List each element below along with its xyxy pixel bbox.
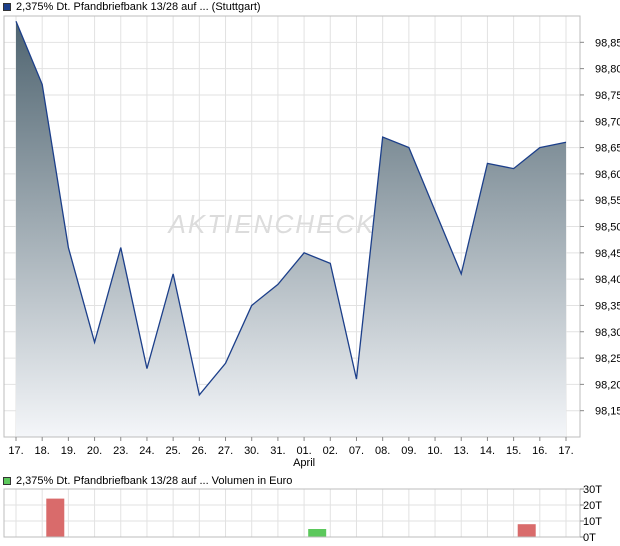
price-x-tick-label: 02.: [323, 445, 338, 457]
price-x-tick-label: 13.: [454, 445, 469, 457]
price-y-axis: 98,15 98,20 98,25 98,30 98,35 98,40 98,45 98,50…: [580, 37, 620, 418]
price-x-axis: 17. 18. 19. 20. 23. 24. 25. 26. 27. 30. 31. 01. 02. 0…: [8, 437, 574, 469]
price-y-tick-label: 98,35: [595, 300, 620, 312]
volume-y-tick-label: 10T: [583, 516, 602, 528]
price-x-tick-label: 10.: [427, 445, 442, 457]
volume-plot-frame: [3, 488, 581, 538]
price-area-fill: [16, 21, 566, 437]
price-x-tick-label: 15.: [506, 445, 521, 457]
price-y-tick-label: 98,75: [595, 90, 620, 102]
price-x-tick-label: 18.: [35, 445, 50, 457]
price-x-tick-label: 14.: [480, 445, 495, 457]
price-area: [15, 21, 567, 437]
price-y-tick-label: 98,15: [595, 406, 620, 418]
watermark: AKTIENCHECK: [167, 209, 376, 239]
price-y-tick-label: 98,65: [595, 143, 620, 155]
price-x-tick-label: 08.: [375, 445, 390, 457]
volume-y-axis: 0T 10T 20T 30T: [580, 484, 602, 544]
price-x-tick-label: 31.: [270, 445, 285, 457]
price-x-tick-label: 01.: [296, 445, 311, 457]
volume-bar: [308, 529, 327, 537]
price-y-tick-label: 98,50: [595, 222, 620, 234]
price-x-tick-label: 17.: [558, 445, 573, 457]
volume-bars: [46, 498, 536, 537]
price-y-tick-label: 98,80: [595, 64, 620, 76]
price-y-tick-label: 98,40: [595, 274, 620, 286]
volume-legend-text: 2,375% Dt. Pfandbriefbank 13/28 auf ... …: [16, 475, 293, 487]
price-y-tick-label: 98,25: [595, 353, 620, 365]
price-y-tick-label: 98,70: [595, 116, 620, 128]
price-legend-text: 2,375% Dt. Pfandbriefbank 13/28 auf ... …: [16, 1, 261, 13]
price-y-tick-label: 98,85: [595, 37, 620, 49]
price-x-tick-label: 09.: [401, 445, 416, 457]
price-legend: 2,375% Dt. Pfandbriefbank 13/28 auf ... …: [3, 0, 261, 14]
volume-y-tick-label: 0T: [583, 532, 596, 544]
price-x-tick-label: 25.: [165, 445, 180, 457]
volume-y-tick-label: 30T: [583, 484, 602, 496]
price-x-tick-label: 20.: [87, 445, 102, 457]
price-x-tick-label: 07.: [349, 445, 364, 457]
price-y-tick-label: 98,20: [595, 379, 620, 391]
volume-y-tick-label: 20T: [583, 500, 602, 512]
price-x-tick-label: 16.: [532, 445, 547, 457]
volume-bar: [517, 524, 536, 537]
month-label: April: [293, 457, 315, 469]
price-legend-swatch: [3, 3, 11, 11]
price-x-tick-label: 19.: [61, 445, 76, 457]
price-x-tick-label: 26.: [192, 445, 207, 457]
price-y-tick-label: 98,45: [595, 248, 620, 260]
price-line: [15, 21, 567, 397]
volume-legend: 2,375% Dt. Pfandbriefbank 13/28 auf ... …: [3, 474, 292, 488]
volume-frame-rect: [3, 488, 581, 538]
price-y-tick-label: 98,30: [595, 327, 620, 339]
volume-bar: [46, 498, 65, 537]
price-y-tick-label: 98,55: [595, 195, 620, 207]
volume-grid: [4, 488, 580, 538]
price-x-tick-label: 23.: [113, 445, 128, 457]
price-x-tick-label: 24.: [139, 445, 154, 457]
volume-legend-swatch: [3, 477, 11, 485]
price-x-tick-label: 17.: [8, 445, 23, 457]
price-x-tick-label: 30.: [244, 445, 259, 457]
price-y-tick-label: 98,60: [595, 169, 620, 181]
price-x-tick-label: 27.: [218, 445, 233, 457]
